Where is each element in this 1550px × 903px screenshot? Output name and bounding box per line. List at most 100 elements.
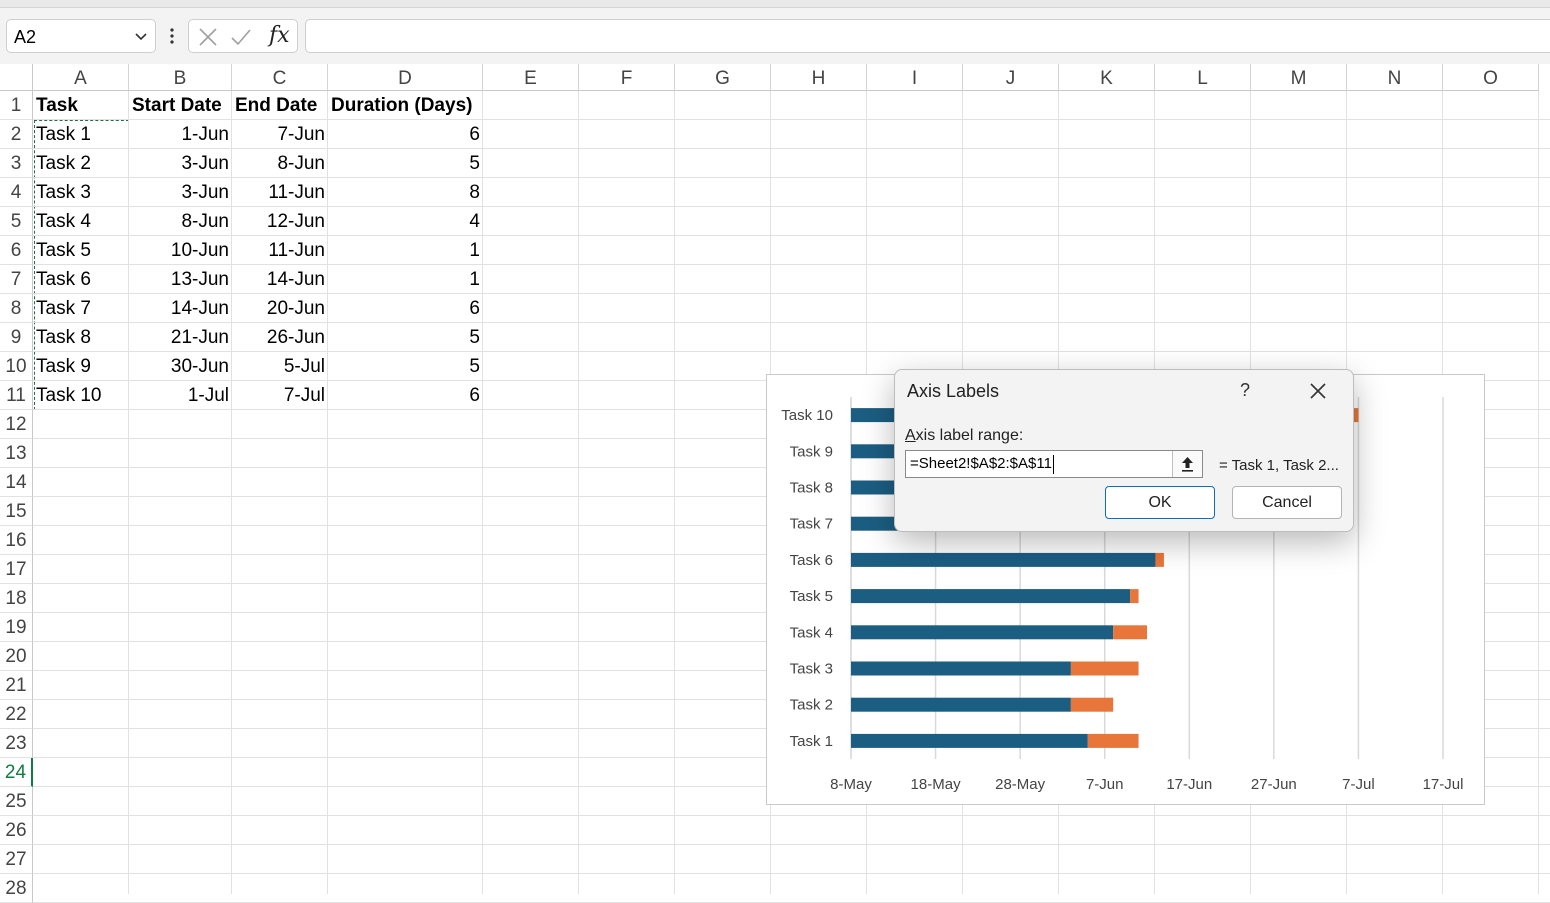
cell-d11[interactable]: 6 bbox=[469, 385, 480, 406]
cell-a1[interactable]: Task bbox=[36, 95, 78, 116]
cell-a6[interactable]: Task 5 bbox=[36, 240, 91, 261]
cell-d10[interactable]: 5 bbox=[469, 356, 480, 377]
column-header-m[interactable]: M bbox=[1251, 64, 1347, 91]
cell-c10[interactable]: 5-Jul bbox=[283, 356, 325, 377]
cell-b5[interactable]: 8-Jun bbox=[181, 211, 229, 232]
cell-d8[interactable]: 6 bbox=[469, 298, 480, 319]
cell-b2[interactable]: 1-Jun bbox=[181, 124, 229, 145]
cell-a9[interactable]: Task 8 bbox=[36, 327, 91, 348]
row-header-4[interactable]: 4 bbox=[0, 178, 33, 207]
cell-a7[interactable]: Task 6 bbox=[36, 269, 91, 290]
row-header-5[interactable]: 5 bbox=[0, 207, 33, 236]
column-header-a[interactable]: A bbox=[33, 64, 129, 91]
row-header-1[interactable]: 1 bbox=[0, 91, 33, 120]
select-all-corner[interactable] bbox=[0, 64, 33, 91]
cell-c11[interactable]: 7-Jul bbox=[283, 385, 325, 406]
cell-c7[interactable]: 14-Jun bbox=[266, 269, 325, 290]
row-header-22[interactable]: 22 bbox=[0, 700, 33, 729]
cancel-edit-icon[interactable] bbox=[197, 26, 219, 48]
row-header-13[interactable]: 13 bbox=[0, 439, 33, 468]
cell-c9[interactable]: 26-Jun bbox=[266, 327, 325, 348]
row-header-9[interactable]: 9 bbox=[0, 323, 33, 352]
cell-b8[interactable]: 14-Jun bbox=[170, 298, 229, 319]
cell-d7[interactable]: 1 bbox=[469, 269, 480, 290]
row-header-15[interactable]: 15 bbox=[0, 497, 33, 526]
column-header-g[interactable]: G bbox=[675, 64, 771, 91]
row-header-18[interactable]: 18 bbox=[0, 584, 33, 613]
column-header-e[interactable]: E bbox=[483, 64, 579, 91]
row-header-16[interactable]: 16 bbox=[0, 526, 33, 555]
cell-a10[interactable]: Task 9 bbox=[36, 356, 91, 377]
more-options-icon[interactable] bbox=[167, 25, 177, 47]
cell-d1[interactable]: Duration (Days) bbox=[331, 95, 473, 116]
cell-d4[interactable]: 8 bbox=[469, 182, 480, 203]
row-header-12[interactable]: 12 bbox=[0, 410, 33, 439]
row-header-7[interactable]: 7 bbox=[0, 265, 33, 294]
cell-a8[interactable]: Task 7 bbox=[36, 298, 91, 319]
row-header-21[interactable]: 21 bbox=[0, 671, 33, 700]
row-header-3[interactable]: 3 bbox=[0, 149, 33, 178]
cell-b9[interactable]: 21-Jun bbox=[170, 327, 229, 348]
column-header-k[interactable]: K bbox=[1059, 64, 1155, 91]
cell-c3[interactable]: 8-Jun bbox=[277, 153, 325, 174]
column-header-h[interactable]: H bbox=[771, 64, 867, 91]
cell-a5[interactable]: Task 4 bbox=[36, 211, 91, 232]
row-header-2[interactable]: 2 bbox=[0, 120, 33, 149]
cell-a2[interactable]: Task 1 bbox=[36, 124, 91, 145]
cell-d5[interactable]: 4 bbox=[469, 211, 480, 232]
chevron-down-icon[interactable] bbox=[135, 33, 147, 41]
column-header-n[interactable]: N bbox=[1347, 64, 1443, 91]
cell-d6[interactable]: 1 bbox=[469, 240, 480, 261]
insert-function-icon[interactable]: fx bbox=[269, 23, 290, 48]
cell-c2[interactable]: 7-Jun bbox=[277, 124, 325, 145]
column-header-l[interactable]: L bbox=[1155, 64, 1251, 91]
row-header-19[interactable]: 19 bbox=[0, 613, 33, 642]
axis-label-range-input[interactable]: =Sheet2!$A$2:$A$11 bbox=[905, 450, 1203, 478]
cell-b11[interactable]: 1-Jul bbox=[187, 385, 229, 406]
cell-d3[interactable]: 5 bbox=[469, 153, 480, 174]
help-button[interactable]: ? bbox=[1240, 380, 1251, 400]
column-header-c[interactable]: C bbox=[232, 64, 328, 91]
row-header-23[interactable]: 23 bbox=[0, 729, 33, 758]
column-header-d[interactable]: D bbox=[328, 64, 483, 91]
name-box[interactable]: A2 bbox=[6, 19, 156, 53]
row-header-14[interactable]: 14 bbox=[0, 468, 33, 497]
column-header-o[interactable]: O bbox=[1443, 64, 1539, 91]
row-header-25[interactable]: 25 bbox=[0, 787, 33, 816]
row-header-11[interactable]: 11 bbox=[0, 381, 33, 410]
close-icon[interactable] bbox=[1309, 382, 1327, 400]
column-header-f[interactable]: F bbox=[579, 64, 675, 91]
cell-b4[interactable]: 3-Jun bbox=[181, 182, 229, 203]
row-header-24[interactable]: 24 bbox=[0, 758, 33, 787]
row-header-6[interactable]: 6 bbox=[0, 236, 33, 265]
cell-b7[interactable]: 13-Jun bbox=[170, 269, 229, 290]
cell-d2[interactable]: 6 bbox=[469, 124, 480, 145]
cell-d9[interactable]: 5 bbox=[469, 327, 480, 348]
row-header-27[interactable]: 27 bbox=[0, 845, 33, 874]
cell-b3[interactable]: 3-Jun bbox=[181, 153, 229, 174]
cell-c4[interactable]: 11-Jun bbox=[268, 182, 325, 203]
row-header-8[interactable]: 8 bbox=[0, 294, 33, 323]
ok-button[interactable]: OK bbox=[1105, 486, 1215, 519]
cell-c8[interactable]: 20-Jun bbox=[266, 298, 325, 319]
cell-b1[interactable]: Start Date bbox=[132, 95, 222, 116]
cancel-button[interactable]: Cancel bbox=[1232, 486, 1342, 519]
row-header-10[interactable]: 10 bbox=[0, 352, 33, 381]
cell-c5[interactable]: 12-Jun bbox=[266, 211, 325, 232]
cell-a4[interactable]: Task 3 bbox=[36, 182, 91, 203]
cell-c6[interactable]: 11-Jun bbox=[268, 240, 325, 261]
column-header-b[interactable]: B bbox=[129, 64, 232, 91]
row-header-26[interactable]: 26 bbox=[0, 816, 33, 845]
column-header-j[interactable]: J bbox=[963, 64, 1059, 91]
row-header-20[interactable]: 20 bbox=[0, 642, 33, 671]
confirm-edit-icon[interactable] bbox=[230, 26, 252, 48]
row-header-17[interactable]: 17 bbox=[0, 555, 33, 584]
cell-b10[interactable]: 30-Jun bbox=[170, 356, 229, 377]
formula-input[interactable] bbox=[305, 19, 1550, 53]
cell-b6[interactable]: 10-Jun bbox=[170, 240, 229, 261]
row-header-28[interactable]: 28 bbox=[0, 874, 33, 903]
column-header-i[interactable]: I bbox=[867, 64, 963, 91]
cell-a11[interactable]: Task 10 bbox=[36, 385, 102, 406]
cell-a3[interactable]: Task 2 bbox=[36, 153, 91, 174]
collapse-dialog-button[interactable] bbox=[1172, 451, 1202, 477]
